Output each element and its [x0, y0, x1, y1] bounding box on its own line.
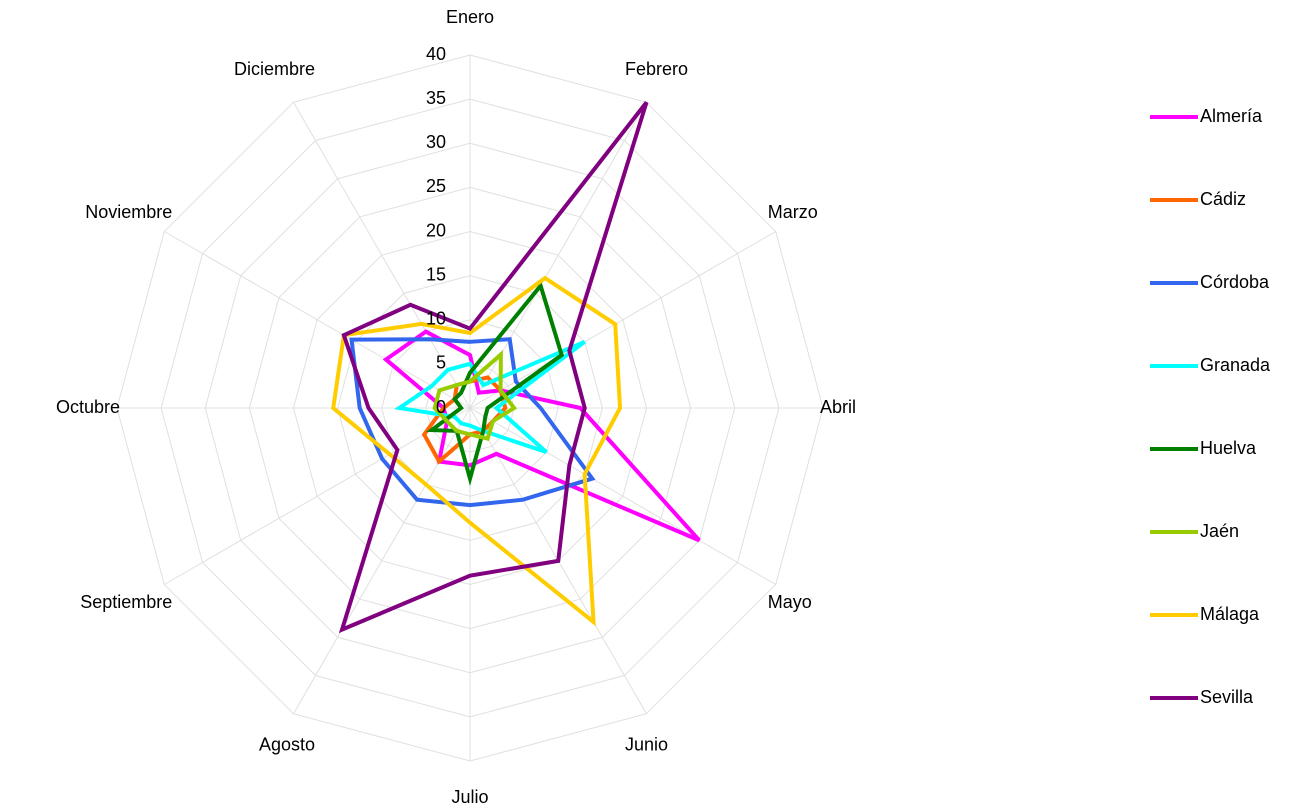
- category-label: Septiembre: [80, 592, 172, 612]
- series-line: [382, 329, 701, 543]
- series-line: [426, 281, 565, 487]
- series-line: [349, 337, 596, 508]
- legend-label: Cádiz: [1200, 189, 1246, 209]
- series-line: [432, 350, 518, 441]
- series-line: [338, 101, 649, 634]
- y-tick-label: 30: [426, 132, 446, 152]
- y-tick-label: 0: [436, 397, 446, 417]
- y-tick-label: 10: [426, 309, 446, 329]
- category-label: Junio: [625, 734, 668, 754]
- category-label: Agosto: [259, 734, 315, 754]
- spoke: [469, 407, 776, 585]
- legend-label: Málaga: [1200, 604, 1260, 624]
- y-tick-label: 15: [426, 264, 446, 284]
- category-label: Marzo: [768, 202, 818, 222]
- y-tick-label: 20: [426, 220, 446, 240]
- y-tick-label: 35: [426, 88, 446, 108]
- category-label: Febrero: [625, 59, 688, 79]
- spoke: [164, 231, 471, 409]
- legend-label: Huelva: [1200, 438, 1257, 458]
- category-label: Abril: [820, 397, 856, 417]
- spoke: [469, 231, 776, 409]
- series-line: [394, 339, 586, 455]
- legend-label: Córdoba: [1200, 272, 1270, 292]
- category-label: Octubre: [56, 397, 120, 417]
- legend-label: Sevilla: [1200, 687, 1254, 707]
- legend-label: Jaén: [1200, 521, 1239, 541]
- category-label: Noviembre: [85, 202, 172, 222]
- y-tick-label: 40: [426, 44, 446, 64]
- y-tick-label: 5: [436, 353, 446, 373]
- category-label: Julio: [451, 787, 488, 806]
- spoke: [293, 102, 471, 409]
- spoke: [164, 407, 471, 585]
- category-label: Enero: [446, 7, 494, 27]
- legend-label: Granada: [1200, 355, 1271, 375]
- category-label: Diciembre: [234, 59, 315, 79]
- category-label: Mayo: [768, 592, 812, 612]
- y-tick-label: 25: [426, 176, 446, 196]
- legend-label: Almería: [1200, 106, 1263, 126]
